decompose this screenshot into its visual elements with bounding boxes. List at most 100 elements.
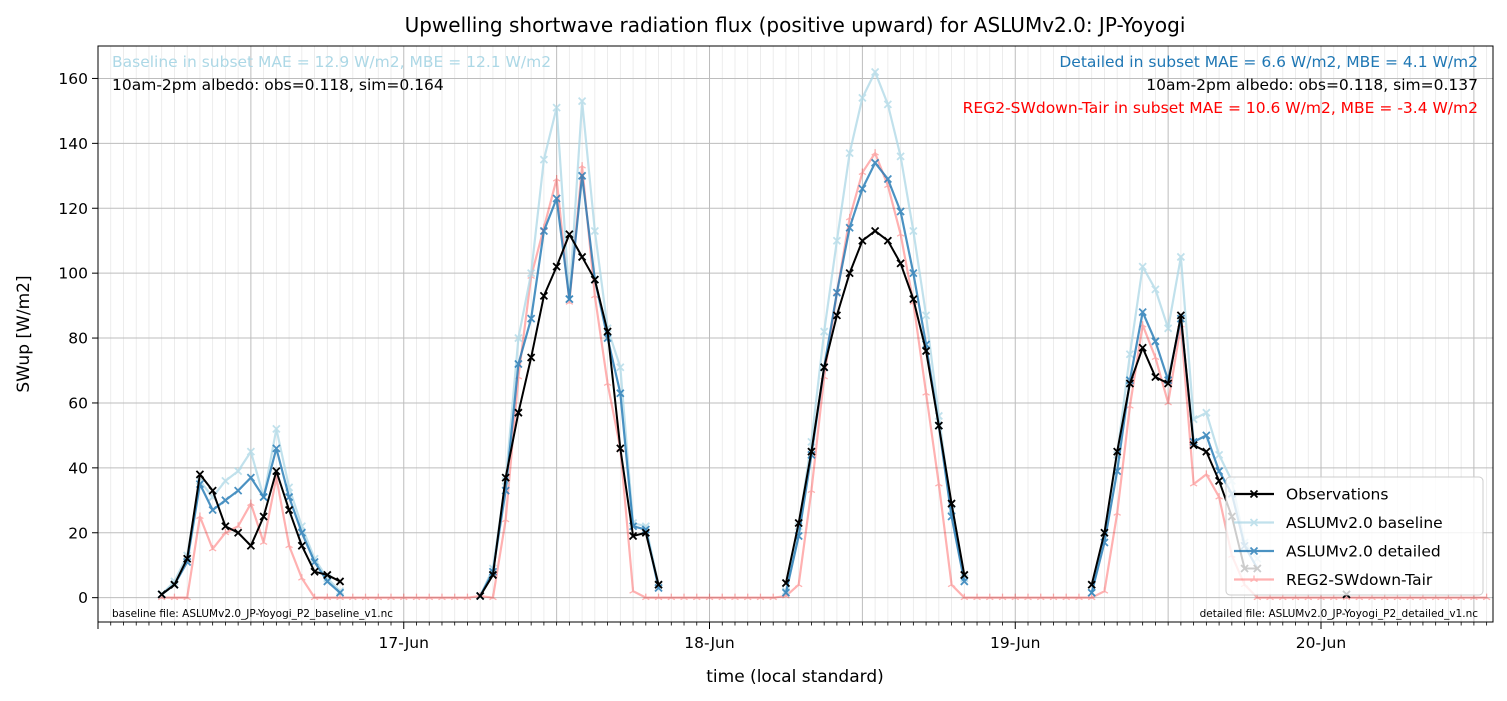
data-point bbox=[1011, 593, 1020, 601]
data-point bbox=[896, 230, 905, 237]
data-point bbox=[361, 593, 370, 601]
data-point bbox=[1062, 593, 1071, 601]
legend-label: REG2-SWdown-Tair bbox=[1286, 571, 1433, 589]
data-point bbox=[527, 353, 536, 362]
data-point bbox=[1214, 466, 1224, 476]
detailed-file-annotation: detailed file: ASLUMv2.0_JP-Yoyogi_P2_de… bbox=[1200, 608, 1479, 620]
legend-marker bbox=[1250, 575, 1258, 583]
data-point bbox=[527, 314, 536, 323]
data-point bbox=[1202, 408, 1211, 417]
data-point bbox=[896, 207, 905, 216]
data-point bbox=[501, 486, 510, 495]
data-point bbox=[323, 593, 332, 601]
baseline-albedo-annotation: 10am-2pm albedo: obs=0.118, sim=0.164 bbox=[112, 76, 444, 94]
y-tick-label: 20 bbox=[68, 524, 88, 542]
data-point bbox=[1113, 447, 1122, 456]
y-axis-label: SWup [W/m2] bbox=[14, 275, 34, 392]
data-point bbox=[514, 333, 523, 343]
data-point bbox=[157, 590, 166, 599]
legend-marker bbox=[1249, 489, 1259, 499]
data-point bbox=[323, 577, 332, 586]
x-tick-label: 20-Jun bbox=[1296, 634, 1346, 652]
data-point bbox=[629, 587, 637, 594]
legend: Observations ASLUMv2.0 baseline ASLUMv2.0 … bbox=[1225, 476, 1484, 596]
data-point bbox=[552, 103, 561, 112]
data-point bbox=[858, 168, 867, 176]
data-point bbox=[628, 531, 638, 541]
data-point bbox=[1202, 447, 1211, 456]
data-point bbox=[654, 583, 663, 593]
data-point bbox=[922, 389, 930, 396]
data-point bbox=[195, 470, 205, 479]
data-point bbox=[1202, 431, 1211, 440]
baseline-file-annotation: baseline file: ASLUMv2.0_JP-Yoyogi_P2_ba… bbox=[112, 608, 393, 620]
data-point bbox=[1075, 593, 1083, 601]
y-tick-label: 60 bbox=[68, 394, 88, 412]
data-point bbox=[501, 473, 510, 482]
data-point bbox=[820, 363, 829, 372]
data-point bbox=[246, 447, 256, 456]
baseline-stats-annotation: Baseline in subset MAE = 12.9 W/m2, MBE … bbox=[112, 53, 551, 71]
data-point bbox=[883, 174, 892, 184]
data-point bbox=[1087, 593, 1096, 601]
y-tick-label: 120 bbox=[58, 200, 88, 218]
data-point bbox=[335, 577, 345, 586]
data-point bbox=[756, 593, 765, 601]
data-point bbox=[310, 593, 319, 601]
y-tick-label: 40 bbox=[68, 459, 88, 477]
reg2-stats-annotation: REG2-SWdown-Tair in subset MAE = 10.6 W/… bbox=[963, 99, 1478, 117]
data-point bbox=[284, 492, 294, 502]
legend-box bbox=[1225, 476, 1484, 596]
data-point bbox=[832, 288, 842, 297]
data-point bbox=[832, 311, 842, 320]
data-point bbox=[909, 294, 918, 304]
data-point bbox=[539, 155, 549, 164]
data-point bbox=[221, 522, 230, 531]
data-point bbox=[870, 67, 880, 77]
data-point bbox=[501, 515, 510, 523]
data-point bbox=[1189, 437, 1198, 447]
data-point bbox=[208, 505, 217, 515]
series-observations bbox=[157, 226, 1351, 601]
data-point bbox=[654, 580, 663, 589]
y-tick-label: 160 bbox=[58, 70, 88, 88]
data-point bbox=[896, 152, 905, 161]
data-point bbox=[539, 226, 549, 236]
data-point bbox=[285, 541, 293, 549]
data-point bbox=[577, 252, 587, 262]
data-point bbox=[183, 554, 192, 563]
data-point bbox=[221, 528, 230, 536]
data-point bbox=[909, 269, 918, 278]
legend-swatch bbox=[1234, 518, 1274, 527]
data-point bbox=[883, 100, 892, 109]
data-point bbox=[1087, 588, 1096, 597]
data-point bbox=[552, 175, 561, 182]
data-point bbox=[527, 269, 536, 278]
legend-label: ASLUMv2.0 baseline bbox=[1286, 514, 1443, 532]
data-point bbox=[208, 486, 217, 495]
data-point bbox=[1138, 307, 1147, 317]
y-tick-label: 80 bbox=[68, 330, 88, 348]
legend-item: REG2-SWdown-Tair bbox=[1234, 571, 1433, 589]
data-point bbox=[234, 486, 243, 495]
data-point bbox=[336, 593, 344, 601]
data-point bbox=[514, 408, 523, 417]
data-point bbox=[578, 162, 586, 169]
data-point bbox=[577, 97, 587, 106]
data-point bbox=[1036, 593, 1045, 601]
data-point bbox=[539, 291, 549, 301]
legend-swatch bbox=[1234, 546, 1274, 556]
data-point bbox=[234, 466, 243, 476]
legend-marker bbox=[1249, 518, 1259, 527]
data-point bbox=[195, 479, 205, 489]
data-point bbox=[565, 230, 574, 239]
data-point bbox=[603, 379, 612, 387]
x-tick-label: 18-Jun bbox=[684, 634, 734, 652]
data-point bbox=[616, 444, 625, 453]
data-point bbox=[323, 570, 332, 580]
data-point bbox=[335, 587, 345, 596]
data-point bbox=[221, 496, 230, 505]
data-point bbox=[1214, 450, 1224, 460]
data-point bbox=[870, 226, 880, 236]
data-point bbox=[476, 591, 485, 601]
